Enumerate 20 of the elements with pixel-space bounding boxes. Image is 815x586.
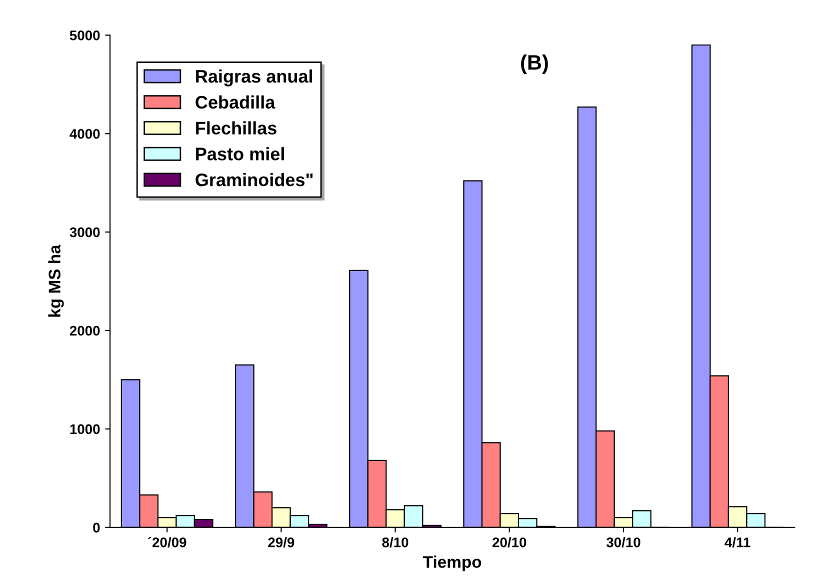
x-tick-label: 8/10 — [382, 537, 408, 548]
x-tick-label: 20/10 — [492, 537, 526, 548]
legend-label: Pasto miel — [196, 147, 284, 160]
legend-label: Flechillas — [196, 121, 276, 135]
legend-label: Cebadilla — [196, 95, 276, 109]
text: (B) — [521, 54, 548, 74]
legend-label: Graminoides" — [196, 172, 313, 186]
x-tick-label: 4/11 — [724, 537, 750, 548]
y-axis-title: kg MS ha — [48, 244, 64, 317]
y-tick-label: 1000 — [70, 424, 100, 434]
x-tick-label: 30/10 — [606, 537, 640, 548]
y-tick-label: 0 — [93, 522, 100, 533]
y-tick-label: 5000 — [70, 30, 100, 40]
legend-label: Raigras anual — [196, 69, 312, 86]
y-tick-label: 2000 — [70, 326, 100, 336]
x-axis-title: Tiempo — [423, 556, 482, 572]
y-tick-label: 3000 — [70, 227, 100, 238]
x-tick-label: 29/9 — [268, 537, 294, 548]
x-tick-label: ´20/09 — [148, 537, 186, 548]
y-tick-label: 4000 — [70, 128, 100, 139]
